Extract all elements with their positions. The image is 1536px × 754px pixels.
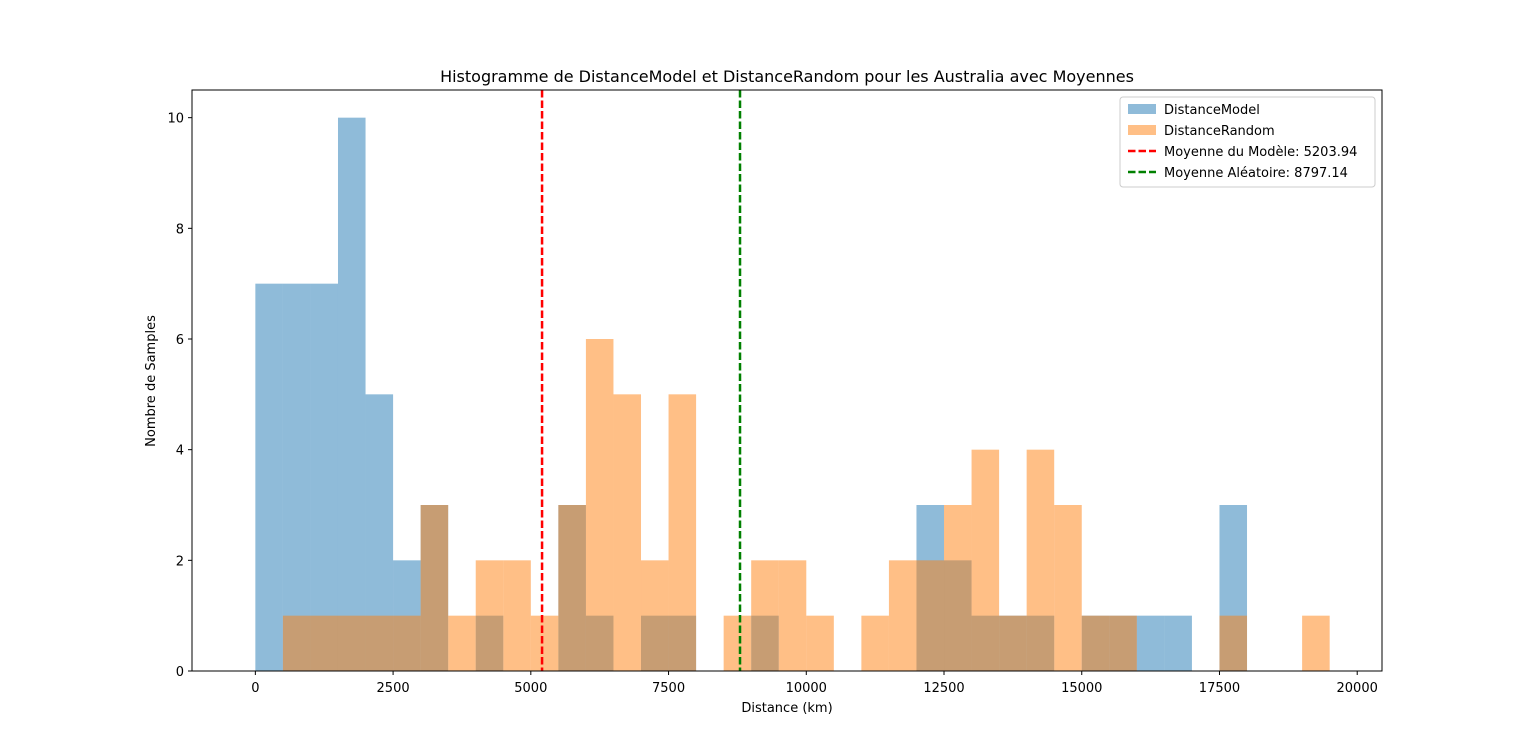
random-bar bbox=[420, 505, 449, 671]
random-bar bbox=[1054, 505, 1082, 671]
y-tick-label: 2 bbox=[176, 554, 184, 569]
model-bar bbox=[1164, 615, 1192, 671]
random-bar bbox=[393, 615, 421, 671]
random-bar bbox=[585, 339, 614, 671]
random-bar bbox=[916, 560, 945, 671]
y-tick-label: 4 bbox=[176, 444, 184, 459]
random-bar bbox=[1302, 615, 1330, 671]
random-bar bbox=[1026, 449, 1055, 671]
x-tick-label: 20000 bbox=[1337, 681, 1378, 696]
x-tick-label: 5000 bbox=[514, 681, 547, 696]
y-tick-label: 0 bbox=[176, 665, 184, 680]
random-bar bbox=[558, 505, 586, 671]
random-bar bbox=[365, 615, 394, 671]
x-tick-label: 12500 bbox=[923, 681, 964, 696]
model-bar bbox=[337, 117, 366, 671]
random-bar bbox=[475, 560, 504, 671]
legend-label: Moyenne du Modèle: 5203.94 bbox=[1164, 145, 1357, 160]
random-bar bbox=[999, 615, 1027, 671]
random-bar bbox=[1081, 615, 1110, 671]
legend: DistanceModel DistanceRandom Moyenne du Mo… bbox=[1119, 96, 1376, 188]
legend-box bbox=[1119, 96, 1376, 188]
model-bar bbox=[255, 283, 283, 671]
y-tick-label: 6 bbox=[176, 333, 184, 348]
random-bar bbox=[503, 560, 531, 671]
random-bar bbox=[282, 615, 311, 671]
model-bar bbox=[1136, 615, 1165, 671]
legend-swatch bbox=[1128, 125, 1156, 135]
random-bars bbox=[282, 339, 1330, 671]
y-axis-label: Nombre de Samples bbox=[144, 315, 159, 447]
random-bar bbox=[888, 560, 917, 671]
random-bar bbox=[613, 394, 642, 671]
x-tick-label: 7500 bbox=[652, 681, 685, 696]
chart-title: Histogramme de DistanceModel et Distance… bbox=[440, 67, 1134, 86]
random-bar bbox=[778, 560, 807, 671]
plot-frame bbox=[191, 89, 1383, 672]
random-bar bbox=[1109, 615, 1137, 671]
x-tick-label: 15000 bbox=[1061, 681, 1102, 696]
y-tick-label: 8 bbox=[176, 222, 184, 237]
x-tick-label: 0 bbox=[251, 681, 259, 696]
random-bar bbox=[944, 505, 972, 671]
legend-label: DistanceModel bbox=[1164, 103, 1260, 118]
random-bar bbox=[448, 615, 476, 671]
random-bar bbox=[530, 615, 559, 671]
random-bar bbox=[337, 615, 366, 671]
random-bar bbox=[723, 615, 752, 671]
x-axis-label: Distance (km) bbox=[741, 701, 832, 716]
x-tick-label: 17500 bbox=[1199, 681, 1240, 696]
legend-label: DistanceRandom bbox=[1164, 124, 1275, 139]
random-bar bbox=[641, 560, 669, 671]
random-bar bbox=[861, 615, 889, 671]
model-bar bbox=[282, 283, 311, 671]
model-bar bbox=[310, 283, 338, 671]
random-bar bbox=[668, 394, 697, 671]
random-bar bbox=[971, 449, 1000, 671]
y-tick-label: 10 bbox=[167, 112, 184, 127]
random-bar bbox=[1219, 615, 1248, 671]
random-bar bbox=[806, 615, 834, 671]
random-bar bbox=[310, 615, 338, 671]
legend-swatch bbox=[1128, 104, 1156, 114]
random-bar bbox=[751, 560, 779, 671]
x-axis: 0 2500 5000 7500 10000 12500 15000 17500 20000 bbox=[251, 671, 1378, 696]
legend-label: Moyenne Aléatoire: 8797.14 bbox=[1164, 166, 1348, 181]
x-tick-label: 2500 bbox=[377, 681, 410, 696]
mean-lines bbox=[540, 90, 742, 671]
y-axis: 0 2 4 6 8 10 bbox=[167, 112, 192, 680]
x-tick-label: 10000 bbox=[786, 681, 827, 696]
